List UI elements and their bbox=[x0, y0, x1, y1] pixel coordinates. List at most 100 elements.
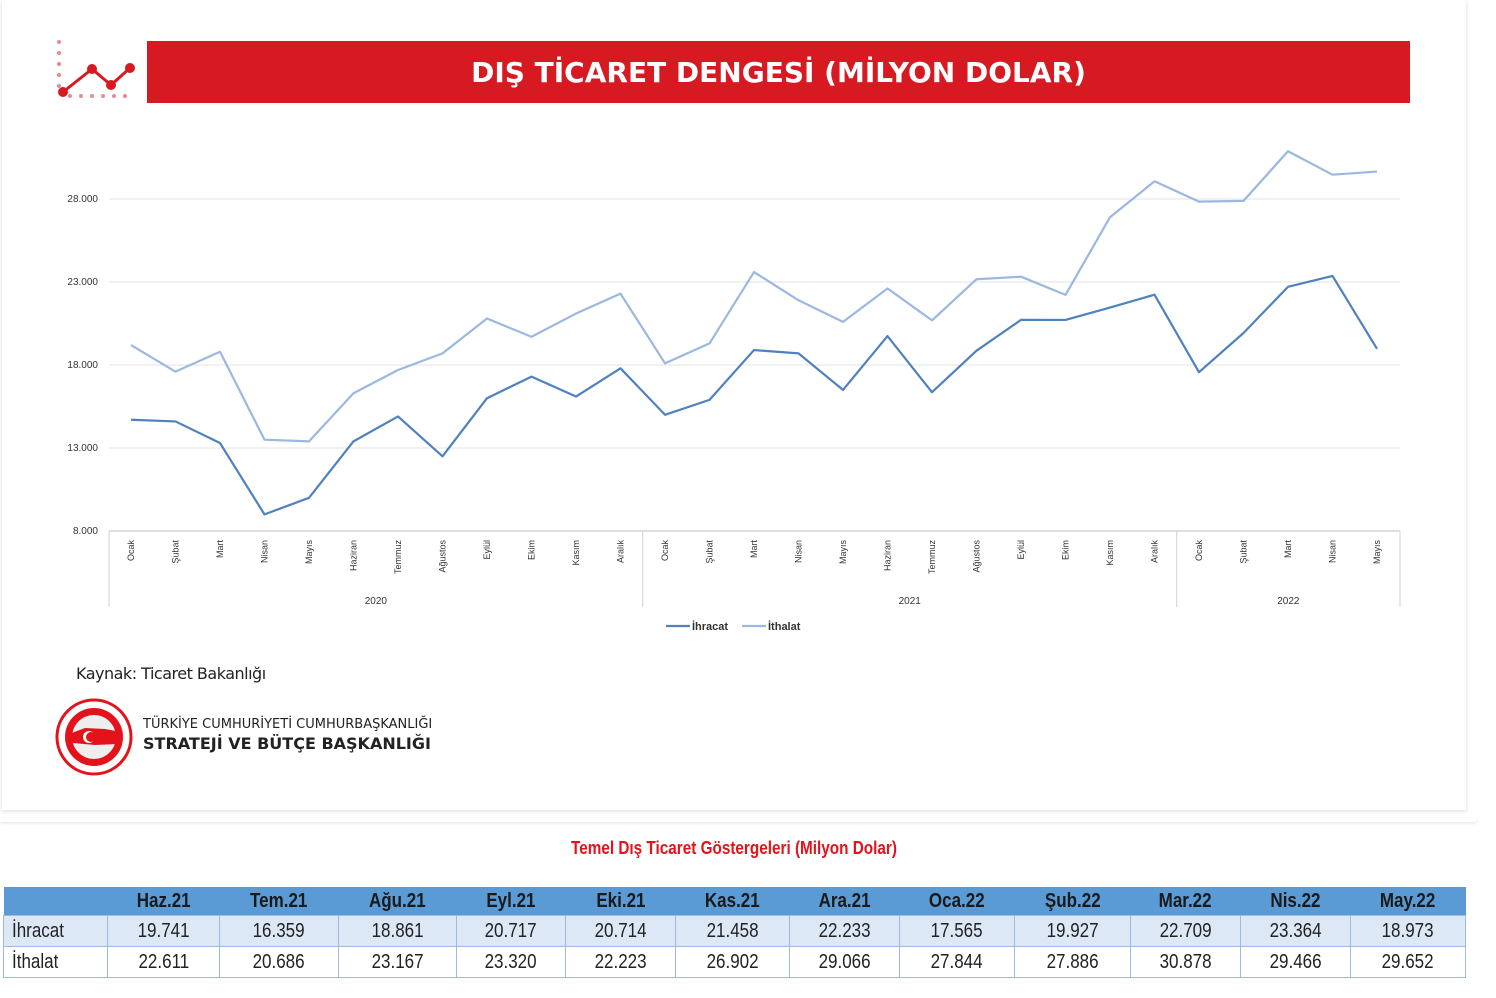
x-tick-label: Ocak bbox=[126, 540, 136, 562]
indicators-table: Haz.21 Tem.21 Ağu.21 Eyl.21 Eki.21 Kas.21 Ara.… bbox=[3, 887, 1467, 978]
cell-value: 22.223 bbox=[594, 950, 647, 973]
table-cell: 16.359 bbox=[218, 915, 339, 947]
line-chart-icon bbox=[57, 40, 135, 98]
year-label: 2022 bbox=[1277, 596, 1300, 607]
table-cell: 20.686 bbox=[218, 946, 339, 978]
cell-value: 18.973 bbox=[1381, 919, 1434, 942]
cell-value: 30.878 bbox=[1159, 950, 1212, 973]
table-title: Temel Dış Ticaret Göstergeleri (Milyon D… bbox=[571, 838, 897, 858]
table-cell: 27.886 bbox=[1014, 946, 1132, 978]
x-tick-label: Nisan bbox=[260, 540, 270, 563]
org-line2: STRATEJİ VE BÜTÇE BAŞKANLIĞI bbox=[143, 734, 431, 753]
cell-value: 22.233 bbox=[818, 919, 871, 942]
x-tick-label: Mayıs bbox=[304, 540, 314, 565]
cell-value: 27.886 bbox=[1046, 950, 1099, 973]
y-tick-label: 18.000 bbox=[67, 360, 98, 371]
column-header-label: Kas.21 bbox=[705, 889, 760, 912]
table-cell: 29.652 bbox=[1349, 946, 1467, 978]
cell-value: 17.565 bbox=[931, 919, 984, 942]
x-tick-label: Kasım bbox=[571, 540, 581, 566]
cell-value: 29.466 bbox=[1269, 950, 1322, 973]
column-header: Ağu.21 bbox=[338, 887, 457, 916]
cell-value: 27.844 bbox=[931, 950, 984, 973]
row-label-text: İthalat bbox=[12, 950, 59, 973]
table-cell: 23.320 bbox=[455, 946, 567, 978]
series-line-ihracat bbox=[130, 274, 1378, 516]
cell-value: 20.717 bbox=[484, 919, 537, 942]
column-header: Mar.22 bbox=[1130, 887, 1241, 916]
cell-value: 20.686 bbox=[252, 950, 305, 973]
table-cell: 30.878 bbox=[1130, 946, 1242, 978]
column-header: Ara.21 bbox=[789, 887, 900, 916]
table-cell: 26.902 bbox=[675, 946, 790, 978]
table-cell: 19.741 bbox=[107, 915, 220, 947]
cell-value: 23.364 bbox=[1269, 919, 1322, 942]
column-header-label: Nis.22 bbox=[1270, 889, 1321, 912]
table-header-row: Haz.21 Tem.21 Ağu.21 Eyl.21 Eki.21 Kas.21 Ara.… bbox=[3, 887, 1466, 916]
cell-value: 19.927 bbox=[1046, 919, 1099, 942]
chart-title: DIŞ TİCARET DENGESİ (MİLYON DOLAR) bbox=[147, 41, 1410, 103]
y-tick-label: 28.000 bbox=[67, 194, 98, 205]
x-tick-label: Aralık bbox=[616, 540, 626, 564]
table-cell: 20.714 bbox=[565, 915, 677, 947]
source-note: Kaynak: Ticaret Bakanlığı bbox=[76, 664, 266, 683]
table-cell: 22.223 bbox=[565, 946, 677, 978]
y-tick-label: 13.000 bbox=[67, 443, 98, 454]
column-header: Eyl.21 bbox=[456, 887, 566, 916]
table-cell: 27.844 bbox=[898, 946, 1016, 978]
table-row: İthalat 22.611 20.686 23.167 23.320 22.223 26.… bbox=[3, 946, 1467, 978]
row-label-text: İhracat bbox=[12, 919, 64, 942]
seal-logo bbox=[55, 698, 133, 776]
cell-value: 29.652 bbox=[1381, 950, 1434, 973]
x-tick-label: Mayıs bbox=[1372, 540, 1382, 565]
column-header-label: Haz.21 bbox=[136, 889, 191, 912]
table-cell: 22.233 bbox=[788, 915, 900, 947]
column-header-label: Eyl.21 bbox=[486, 889, 536, 912]
x-tick-label: Ağustos bbox=[972, 540, 982, 573]
org-line1: TÜRKİYE CUMHURİYETİ CUMHURBAŞKANLIĞI bbox=[143, 717, 433, 732]
table-cell: 17.565 bbox=[898, 915, 1016, 947]
table-cell: 23.167 bbox=[337, 946, 457, 978]
cell-value: 18.861 bbox=[371, 919, 424, 942]
row-label: İthalat bbox=[3, 946, 108, 978]
x-tick-label: Haziran bbox=[883, 540, 893, 571]
table-cell: 22.611 bbox=[107, 946, 220, 978]
column-header: May.22 bbox=[1350, 887, 1466, 916]
x-tick-label: Aralık bbox=[1150, 540, 1160, 564]
table-cell: 19.927 bbox=[1014, 915, 1132, 947]
x-tick-label: Mayıs bbox=[838, 540, 848, 565]
column-header: Tem.21 bbox=[219, 887, 339, 916]
x-tick-label: Nisan bbox=[794, 540, 804, 563]
column-header-label: Tem.21 bbox=[250, 889, 308, 912]
x-tick-label: Mart bbox=[215, 540, 225, 558]
table-cell: 20.717 bbox=[455, 915, 567, 947]
x-tick-label: Temmuz bbox=[393, 540, 403, 575]
column-header-label: Ağu.21 bbox=[368, 889, 426, 912]
column-header: Nis.22 bbox=[1240, 887, 1351, 916]
column-header-label: Ara.21 bbox=[818, 889, 871, 912]
series-line-ithalat bbox=[130, 150, 1378, 443]
row-label: İhracat bbox=[3, 915, 108, 947]
column-header-label: Mar.22 bbox=[1159, 889, 1213, 912]
column-header: Eki.21 bbox=[565, 887, 676, 916]
x-tick-label: Eylül bbox=[482, 540, 492, 560]
cell-value: 21.458 bbox=[706, 919, 759, 942]
divider bbox=[0, 818, 1476, 822]
table-cell: 22.709 bbox=[1130, 915, 1242, 947]
x-tick-label: Ekim bbox=[527, 540, 537, 560]
x-tick-label: Ocak bbox=[1194, 540, 1204, 562]
y-tick-label: 23.000 bbox=[67, 277, 98, 288]
x-tick-label: Temmuz bbox=[927, 540, 937, 575]
line-chart: 8.000 13.000 18.000 23.000 28.000 Ocak Şubat Ma… bbox=[67, 150, 1401, 633]
cell-value: 16.359 bbox=[252, 919, 305, 942]
column-header-label: Eki.21 bbox=[596, 889, 646, 912]
year-label: 2020 bbox=[365, 596, 388, 607]
y-tick-label: 8.000 bbox=[73, 526, 98, 537]
cell-value: 20.714 bbox=[594, 919, 647, 942]
x-tick-label: Şubat bbox=[1239, 540, 1249, 564]
cell-value: 22.611 bbox=[138, 950, 189, 973]
column-header: Haz.21 bbox=[107, 887, 220, 916]
cell-value: 29.066 bbox=[818, 950, 871, 973]
x-tick-label: Kasım bbox=[1105, 540, 1115, 566]
x-tick-label: Mart bbox=[1283, 540, 1293, 558]
